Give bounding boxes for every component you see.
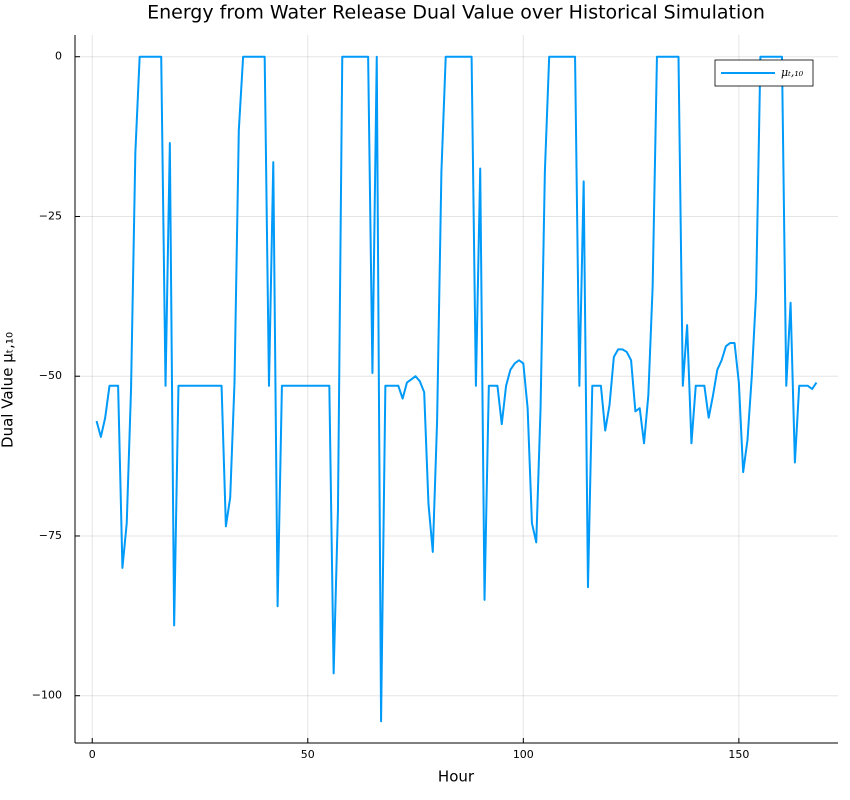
y-tick-label: −25: [39, 209, 62, 222]
y-axis-label: Dual Value μₜ,₁₀: [0, 332, 17, 448]
y-tick-label: −50: [39, 369, 62, 382]
y-tick-label: −75: [39, 529, 62, 542]
data-line: [95, 55, 818, 723]
x-tick-label: 100: [513, 748, 534, 761]
x-tick-label: 150: [728, 748, 749, 761]
legend-label: μₜ,₁₀: [781, 66, 804, 79]
chart-title: Energy from Water Release Dual Value ove…: [147, 2, 765, 24]
x-axis-label: Hour: [438, 768, 475, 786]
y-tick-label: −100: [32, 689, 62, 702]
x-tick-label: 50: [301, 748, 315, 761]
x-tick-label: 0: [89, 748, 96, 761]
y-tick-label: 0: [55, 50, 62, 63]
